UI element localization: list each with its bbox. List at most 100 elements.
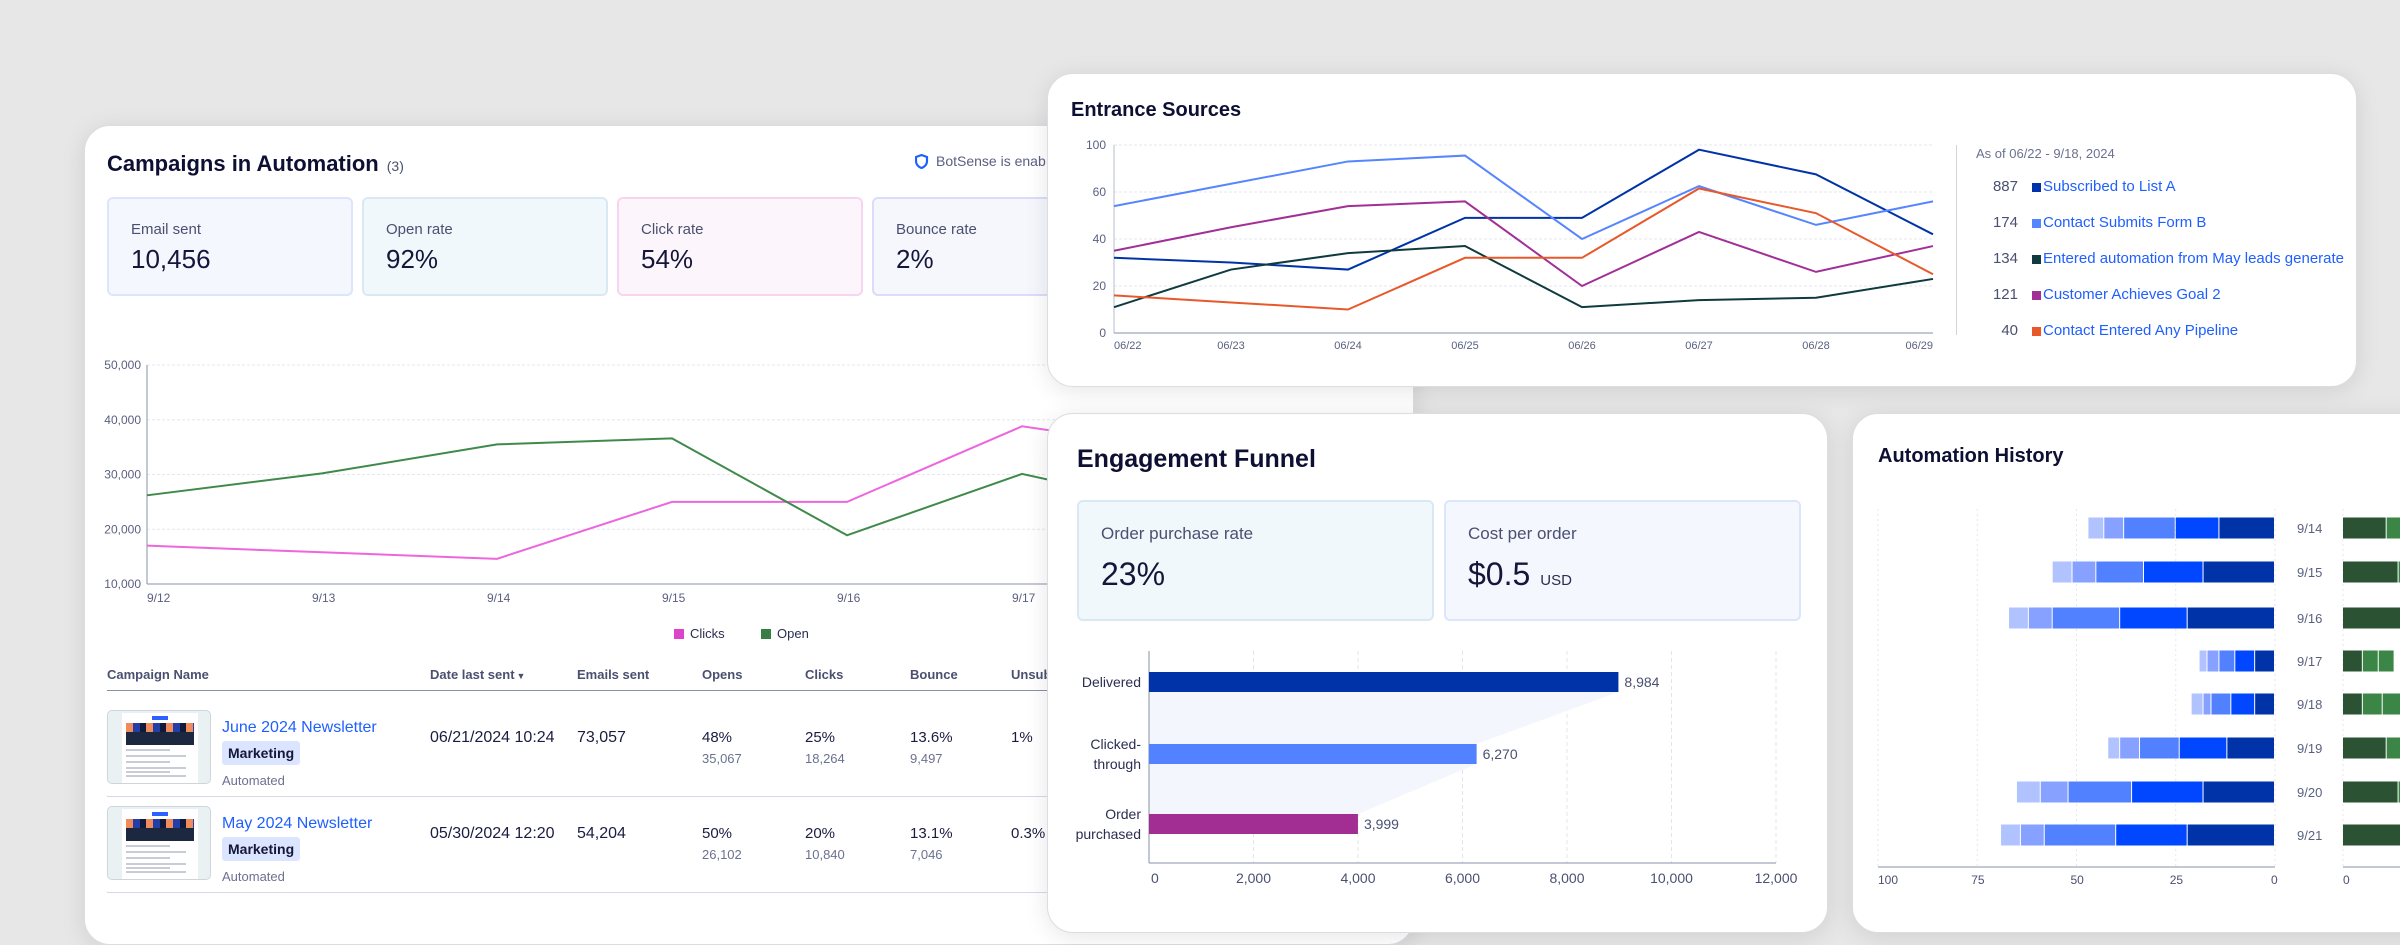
stacked-bar-segment[interactable] (2120, 607, 2187, 629)
stacked-bar-segment[interactable] (2362, 693, 2382, 715)
stacked-bar-segment[interactable] (2211, 693, 2231, 715)
x-tick-label: 06/29 (1905, 340, 1933, 352)
column-header[interactable]: Clicks (805, 667, 843, 682)
kpi-label: Cost per order (1468, 524, 1577, 543)
bar-value-label: 6,270 (1483, 746, 1518, 762)
kpi-card: Order purchase rate 23% (1077, 500, 1434, 621)
stacked-bar-segment[interactable] (2378, 650, 2394, 672)
column-header-label: Campaign Name (107, 667, 209, 682)
stacked-bar-segment[interactable] (2382, 693, 2400, 715)
stacked-bar-segment[interactable] (2199, 650, 2207, 672)
campaign-name-link[interactable]: June 2024 Newsletter (222, 719, 377, 736)
stacked-bar-segment[interactable] (2255, 693, 2274, 715)
legend-item[interactable]: Clicks (674, 626, 725, 641)
stacked-bar-segment[interactable] (2191, 693, 2203, 715)
email-thumbnail[interactable] (107, 710, 211, 784)
column-header[interactable]: Emails sent (577, 667, 649, 682)
legend-swatch (2032, 219, 2041, 228)
stacked-bar-segment[interactable] (2343, 737, 2386, 759)
stacked-bar-segment[interactable] (2343, 561, 2398, 583)
stacked-bar-segment[interactable] (2001, 824, 2020, 846)
stacked-bar-segment[interactable] (2255, 650, 2274, 672)
column-header-label: Opens (702, 667, 743, 682)
stacked-bar-segment[interactable] (2088, 517, 2104, 539)
stacked-bar-segment[interactable] (2219, 517, 2274, 539)
stacked-bar-segment[interactable] (2072, 561, 2096, 583)
stacked-bar-segment[interactable] (2052, 607, 2120, 629)
stacked-bar-segment[interactable] (2140, 737, 2179, 759)
column-header[interactable]: Unsubs (1011, 667, 1048, 682)
stacked-bar-segment[interactable] (2398, 781, 2400, 803)
stacked-bar-segment[interactable] (2116, 824, 2187, 846)
campaign-name-link[interactable]: May 2024 Newsletter (222, 815, 373, 832)
stacked-bar-segment[interactable] (2343, 650, 2362, 672)
date-range: As of 06/22 - 9/18, 2024 (1976, 146, 2115, 161)
stacked-bar-segment[interactable] (2398, 561, 2400, 583)
column-header[interactable]: Opens (702, 667, 742, 682)
botsense-status[interactable]: BotSense is enab (915, 153, 1048, 169)
legend-swatch (761, 628, 771, 639)
column-header[interactable]: Bounce (910, 667, 958, 682)
legend-label-link[interactable]: Contact Submits Form B (2043, 214, 2207, 231)
kpi-unit: USD (1540, 572, 1572, 590)
stacked-bar-segment[interactable] (2175, 517, 2219, 539)
legend-label-link[interactable]: Subscribed to List A (2043, 178, 2176, 195)
y-tick-label: 10,000 (104, 577, 141, 591)
funnel-bar[interactable] (1149, 672, 1619, 692)
funnel-bar[interactable] (1149, 744, 1477, 764)
stacked-bar-segment[interactable] (2362, 650, 2378, 672)
table-row[interactable]: June 2024 Newsletter Marketing Automated 06… (85, 701, 1048, 797)
stacked-bar-segment[interactable] (2096, 561, 2143, 583)
stacked-bar-segment[interactable] (2227, 737, 2274, 759)
legend-label-link[interactable]: Entered automation from May leads genera… (2043, 250, 2345, 267)
stacked-bar-segment[interactable] (2219, 650, 2235, 672)
stacked-bar-segment[interactable] (2009, 607, 2028, 629)
automation-history-chart: 100 75 50 25 0 0 9/14 9/15 9/16 9/17 9/18 9/19 9/20 9… (1877, 509, 2400, 887)
table-row[interactable]: May 2024 Newsletter Marketing Automated 05/… (85, 797, 1048, 893)
stacked-bar-segment[interactable] (2203, 561, 2274, 583)
stacked-bar-segment[interactable] (2203, 693, 2211, 715)
stacked-bar-segment[interactable] (2235, 650, 2255, 672)
stacked-bar-segment[interactable] (2343, 517, 2386, 539)
stacked-bar-segment[interactable] (2143, 561, 2203, 583)
stacked-bar-segment[interactable] (2040, 781, 2068, 803)
stacked-bar-segment[interactable] (2068, 781, 2132, 803)
column-header[interactable]: Date last sent ▼ (430, 667, 525, 682)
stacked-bar-segment[interactable] (2207, 650, 2219, 672)
legend-label-link[interactable]: Contact Entered Any Pipeline (2043, 322, 2239, 339)
stacked-bar-segment[interactable] (2016, 781, 2040, 803)
stacked-bar-segment[interactable] (2120, 737, 2140, 759)
stacked-bar-segment[interactable] (2343, 607, 2400, 629)
stacked-bar-segment[interactable] (2132, 781, 2203, 803)
column-header[interactable]: Campaign Name (107, 667, 209, 682)
stacked-bar-segment[interactable] (2020, 824, 2044, 846)
engagement-funnel-card: Engagement Funnel Order purchase rate 23%… (1047, 413, 1828, 933)
legend-label-link[interactable]: Customer Achieves Goal 2 (2043, 286, 2221, 303)
funnel-bar[interactable] (1149, 814, 1358, 834)
stacked-bar-segment[interactable] (2343, 693, 2362, 715)
stacked-bar-segment[interactable] (2203, 781, 2274, 803)
stacked-bar-segment[interactable] (2187, 607, 2274, 629)
legend-count: 174 (1992, 214, 2018, 231)
emails-sent: 73,057 (577, 729, 626, 746)
stacked-bar-segment[interactable] (2231, 693, 2255, 715)
stacked-bar-segment[interactable] (2052, 561, 2072, 583)
stacked-bar-segment[interactable] (2108, 737, 2120, 759)
stacked-bar-segment[interactable] (2386, 517, 2400, 539)
kpi-number: 23% (1101, 556, 1166, 593)
x-tick-label: 9/14 (487, 591, 511, 605)
stacked-bar-segment[interactable] (2044, 824, 2116, 846)
stacked-bar-segment[interactable] (2343, 781, 2398, 803)
stacked-bar-segment[interactable] (2028, 607, 2052, 629)
email-thumbnail[interactable] (107, 806, 211, 880)
stacked-bar-segment[interactable] (2386, 737, 2400, 759)
column-header-label: Emails sent (577, 667, 650, 682)
stacked-bar-segment[interactable] (2124, 517, 2175, 539)
legend-item[interactable]: Open (761, 626, 809, 641)
kpi-label: Email sent (131, 221, 202, 238)
stacked-bar-segment[interactable] (2343, 824, 2400, 846)
series-line-clicks (146, 425, 1078, 560)
stacked-bar-segment[interactable] (2104, 517, 2124, 539)
stacked-bar-segment[interactable] (2187, 824, 2274, 846)
stacked-bar-segment[interactable] (2179, 737, 2227, 759)
